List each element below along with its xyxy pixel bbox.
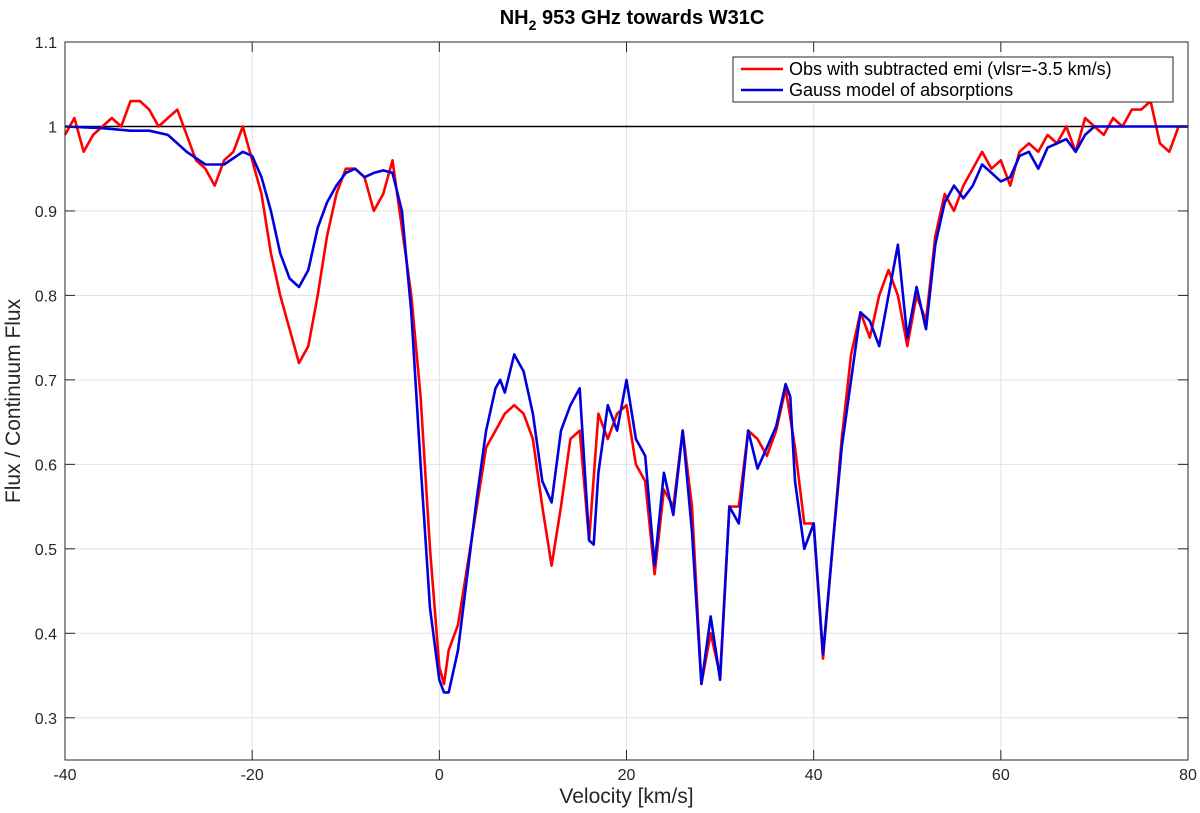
chart-title-subscript: 2 — [529, 17, 537, 33]
plot-lines — [63, 99, 1188, 694]
legend-label-1: Obs with subtracted emi (vlsr=-3.5 km/s) — [789, 59, 1112, 79]
ticks: -40 -20 0 20 40 60 80 0.3 0.4 0.5 0.6 0.7 0.8 0.9 1 1.1 — [35, 35, 1197, 784]
x-tick-label: 0 — [435, 767, 444, 784]
x-tick-label: -40 — [53, 767, 76, 784]
x-tick-label: -20 — [241, 767, 264, 784]
legend: Obs with subtracted emi (vlsr=-3.5 km/s)… — [732, 56, 1174, 103]
legend-box — [732, 56, 1174, 103]
chart-title-main: NH — [500, 7, 529, 29]
y-tick-label: 0.3 — [35, 711, 57, 728]
x-tick-label: 20 — [618, 767, 636, 784]
x-tick-label: 60 — [992, 767, 1010, 784]
chart-title-suffix: 953 GHz towards W31C — [536, 7, 764, 29]
series-line-2 — [64, 125, 1188, 694]
legend-label-2: Gauss model of absorptions — [789, 80, 1013, 100]
chart-title: NH2 953 GHz towards W31C — [500, 7, 765, 33]
x-axis-label: Velocity [km/s] — [559, 785, 693, 808]
y-tick-label: 0.7 — [35, 373, 57, 390]
y-tick-label: 0.8 — [35, 288, 57, 305]
y-tick-label: 1 — [48, 119, 57, 136]
y-tick-label: 0.6 — [35, 457, 57, 474]
y-tick-label: 0.5 — [35, 542, 57, 559]
y-tick-label: 1.1 — [35, 35, 57, 52]
x-tick-label: 80 — [1179, 767, 1197, 784]
x-tick-label: 40 — [805, 767, 823, 784]
y-axis-label: Flux / Continuum Flux — [2, 298, 25, 503]
y-tick-label: 0.4 — [35, 626, 57, 643]
y-tick-label: 0.9 — [35, 204, 57, 221]
